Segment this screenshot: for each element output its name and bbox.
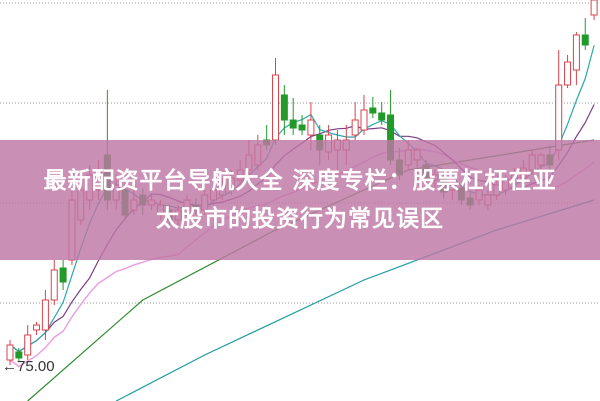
candle-down	[378, 112, 386, 121]
candle-down	[369, 107, 377, 114]
title-banner: 最新配资平台导航大全 深度专栏：股票杠杆在亚 太股市的投资行为常见误区	[0, 140, 600, 260]
candle-up	[564, 61, 572, 86]
candle-down	[289, 119, 297, 129]
candle-up	[272, 74, 279, 141]
candle-down	[15, 351, 23, 359]
candle-down	[298, 124, 306, 131]
candle-up	[351, 119, 359, 136]
candle-down	[581, 34, 589, 46]
candle-down	[280, 94, 288, 121]
candle-up	[24, 334, 32, 356]
candle-down	[59, 267, 67, 283]
price-label: ←75.00	[2, 358, 55, 375]
candle-up	[590, 0, 598, 16]
candle-up	[33, 324, 41, 331]
candle-up	[307, 119, 315, 136]
candle-up	[6, 344, 14, 361]
candle-up	[360, 109, 368, 131]
title-line-1: 最新配资平台导航大全 深度专栏：股票杠杆在亚	[43, 168, 557, 194]
candle-up	[50, 269, 58, 301]
title-line-2: 太股市的投资行为常见误区	[156, 206, 444, 232]
candle-up	[41, 299, 49, 331]
candle-up	[572, 34, 580, 71]
